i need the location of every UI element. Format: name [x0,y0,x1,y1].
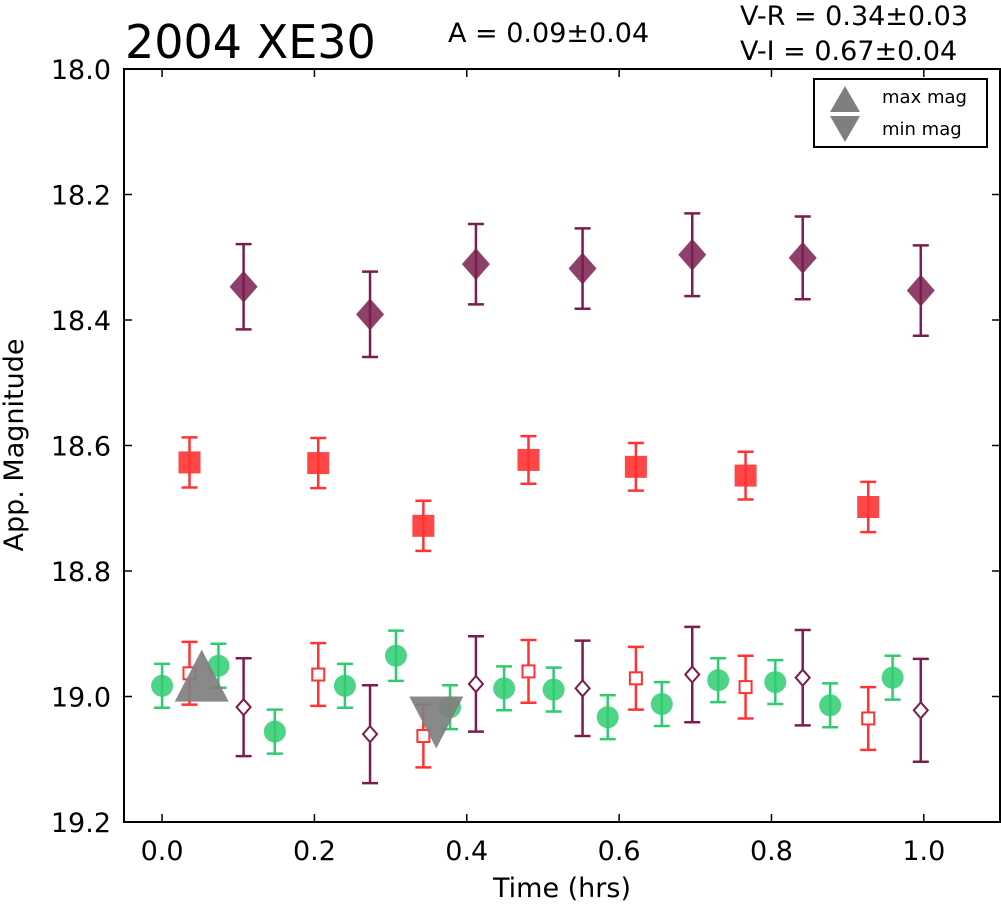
x-axis-label: Time (hrs) [492,873,631,904]
data-point-open-diamond [683,665,701,685]
chart-title: 2004 XE30 [125,15,376,69]
data-point-open-diamond [467,674,485,694]
data-point-open-diamond [912,700,930,720]
legend-max-mag-label: max mag [882,87,967,108]
data-point-open-square [738,680,753,695]
data-point-open-diamond [361,724,379,744]
data-point-open-square [416,729,431,744]
data-point-open-square [311,667,326,682]
y-tick-label: 18.6 [51,432,111,463]
x-tick-label: 0.2 [293,836,336,867]
data-point-square [412,514,435,537]
data-point-square [857,495,880,518]
data-point-square [624,455,647,478]
data-point-open-square [521,664,536,679]
data-point-circle [764,671,787,694]
data-point-circle [384,644,407,667]
data-point-square [734,464,757,487]
x-tick-label: 0.8 [750,836,793,867]
y-tick-label: 18.2 [51,181,111,212]
data-point-open-square [861,711,876,726]
data-point-circle [881,666,904,689]
data-point-square [178,451,201,474]
data-point-diamond [568,252,597,285]
data-point-square [307,452,330,475]
data-point-open-square [628,671,643,686]
legend-min-mag-label: min mag [882,119,962,140]
data-point-circle [207,654,230,677]
v-r-annotation: V-R = 0.34±0.03 [740,1,968,32]
x-axis: 0.0 0.2 0.4 0.6 0.8 1.0 [141,69,945,867]
amplitude-annotation: A = 0.09±0.04 [448,18,649,49]
data-point-circle [493,677,516,700]
data-point-diamond [356,298,385,331]
data-point-diamond [461,248,490,281]
legend-max-mag-marker [830,86,860,112]
data-point-circle [263,720,286,743]
data-point-open-diamond [794,668,812,688]
data-point-circle [707,669,730,692]
legend: max mag min mag [813,78,988,148]
min-mag-marker [409,696,464,749]
data-point-circle [650,693,673,716]
data-point-circle [542,678,565,701]
x-tick-label: 1.0 [902,836,945,867]
y-tick-label: 18.4 [51,306,111,337]
y-axis: 18.0 18.2 18.4 18.6 18.8 19.0 19.2 [51,55,1000,839]
data-point-diamond [678,238,707,271]
data-point-open-diamond [235,697,252,717]
max-mag-marker [174,649,229,702]
data-point-circle [151,674,174,697]
x-tick-label: 0.0 [141,836,184,867]
y-tick-label: 19.2 [51,808,111,839]
data-point-circle [596,706,619,729]
x-tick-label: 0.4 [445,836,488,867]
legend-min-mag-marker [830,116,860,142]
data-point-diamond [788,241,817,274]
data-marks [151,212,935,785]
data-point-diamond [229,270,258,303]
y-tick-label: 18.8 [51,557,111,588]
y-axis-label: App. Magnitude [0,339,30,552]
data-point-circle [819,694,842,717]
y-tick-label: 18.0 [51,55,111,86]
x-tick-label: 0.6 [598,836,641,867]
y-tick-label: 19.0 [51,683,111,714]
data-point-square [517,448,540,471]
data-point-open-diamond [574,678,591,698]
data-point-circle [333,674,356,697]
v-i-annotation: V-I = 0.67±0.04 [740,36,957,67]
data-point-diamond [906,274,935,307]
